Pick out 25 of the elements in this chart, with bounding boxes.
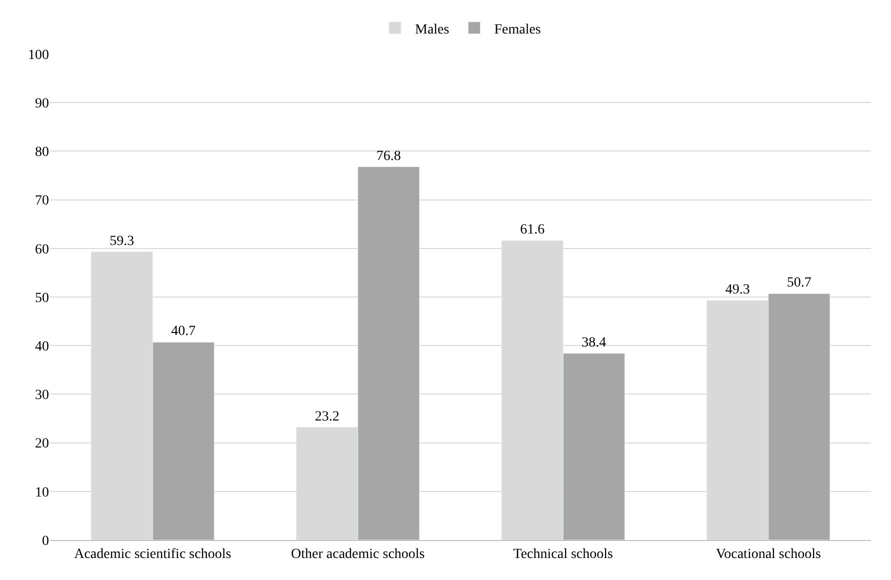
data-label: 40.7 xyxy=(171,324,196,340)
x-tick-label: Technical schools xyxy=(513,546,613,562)
data-label: 76.8 xyxy=(376,148,401,164)
y-tick-label: 80 xyxy=(35,145,49,160)
x-tick-label: Vocational schools xyxy=(716,546,821,562)
legend-label: Males xyxy=(415,22,450,38)
x-tick-label: Academic scientific schools xyxy=(74,546,232,562)
legend-label: Females xyxy=(494,22,541,38)
y-tick-label: 40 xyxy=(35,340,49,354)
y-tick-label: 10 xyxy=(35,485,49,500)
y-tick-label: 70 xyxy=(35,194,49,209)
y-tick-label: 60 xyxy=(35,242,49,258)
y-tick-label: 0 xyxy=(42,534,49,549)
y-tick-label: 90 xyxy=(35,96,49,112)
data-label: 61.6 xyxy=(520,222,545,238)
data-label: 23.2 xyxy=(314,409,340,424)
x-tick-label: Other academic schools xyxy=(291,546,425,562)
data-label: 38.4 xyxy=(582,335,606,350)
data-label: 59.3 xyxy=(110,234,134,249)
data-label: 50.7 xyxy=(786,276,812,291)
y-tick-label: 100 xyxy=(28,48,49,63)
y-tick-label: 20 xyxy=(35,436,49,452)
data-label: 49.3 xyxy=(725,282,750,298)
y-tick-label: 50 xyxy=(35,290,49,306)
y-tick-label: 30 xyxy=(35,388,49,404)
